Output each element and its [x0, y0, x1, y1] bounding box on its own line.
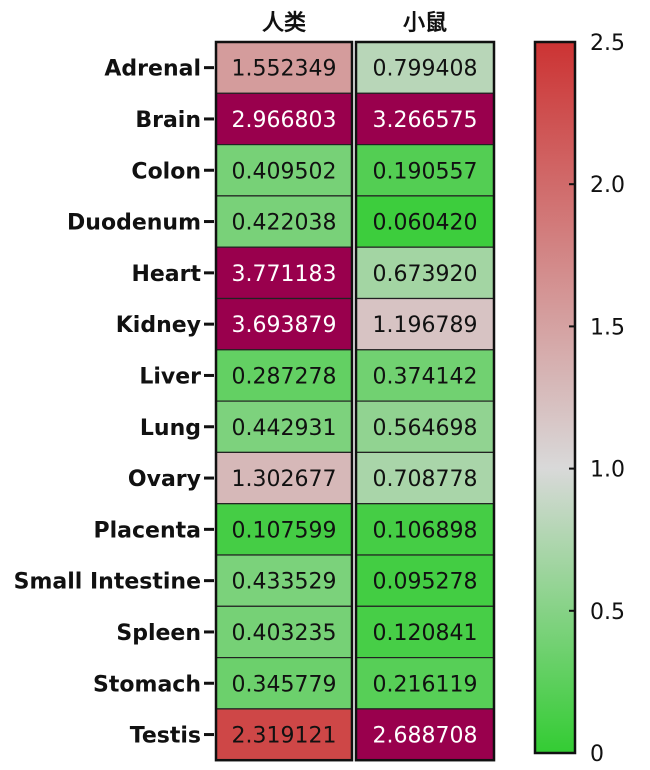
row-label: Heart [131, 262, 201, 287]
heatmap-cell [355, 144, 495, 197]
color-scale-tick-label: 0 [590, 742, 604, 767]
cell-value: 0.287278 [232, 364, 337, 389]
row-label: Stomach [93, 672, 201, 697]
cell-value: 2.319121 [232, 724, 337, 749]
color-scale-gradient [533, 40, 577, 755]
cell-value: 0.433529 [232, 570, 337, 595]
row-label: Liver [139, 364, 201, 389]
cell-value: 0.095278 [373, 570, 478, 595]
cell-value: 0.107599 [232, 518, 337, 543]
cell-value: 0.442931 [232, 416, 337, 441]
cell-value: 0.345779 [232, 672, 337, 697]
color-scale-tick-label: 0.5 [590, 600, 625, 625]
heatmap-cell [215, 297, 353, 351]
heatmap-cell [355, 656, 495, 710]
cell-value: 0.060420 [373, 211, 478, 236]
cell-value: 3.266575 [373, 108, 478, 133]
cell-value: 0.403235 [232, 621, 337, 646]
heatmap-frames [214, 40, 496, 762]
heatmap-cell [215, 708, 353, 761]
heatmap-cell [215, 554, 353, 607]
cell-value: 0.120841 [373, 621, 478, 646]
cell-value: 0.673920 [373, 262, 478, 287]
row-labels: Adrenal Brain Colon Duodenum Heart Kidney Live… [14, 57, 214, 749]
heatmap-cell [215, 349, 353, 402]
heatmap-cell [355, 92, 495, 146]
row-label: Small Intestine [14, 570, 201, 595]
color-scale-tick-label: 1.0 [590, 458, 625, 483]
cell-value: 0.799408 [373, 57, 478, 82]
cell-value: 0.564698 [373, 416, 478, 441]
cell-value: 3.693879 [232, 313, 337, 338]
heatmap-cell [215, 451, 353, 505]
row-label: Placenta [94, 518, 202, 543]
row-label: Spleen [116, 621, 201, 646]
row-label: Duodenum [67, 211, 201, 236]
heatmap-cell [215, 195, 353, 248]
row-label: Lung [140, 416, 201, 441]
cell-value: 0.422038 [232, 211, 337, 236]
color-scale-tick-label: 2.0 [590, 173, 625, 198]
cell-value: 2.966803 [232, 108, 337, 133]
heatmap-cell [355, 708, 495, 761]
heatmap-cell [355, 400, 495, 454]
row-label: Colon [131, 159, 201, 184]
heatmap-cell [355, 297, 495, 351]
cell-value: 0.106898 [373, 518, 478, 543]
row-label: Kidney [116, 313, 201, 338]
color-scale-tick-label: 2.5 [590, 31, 625, 56]
cell-value: 3.771183 [232, 262, 337, 287]
cell-value: 1.196789 [373, 313, 478, 338]
column-header: 人类 [262, 11, 307, 36]
heatmap-cell [355, 195, 495, 248]
heatmap-cell [215, 400, 353, 454]
column-frame [214, 40, 354, 762]
cell-value: 0.190557 [373, 159, 478, 184]
cell-value: 2.688708 [373, 724, 478, 749]
color-scale-bar: 0 0.5 1.0 1.5 2.0 2.5 [533, 31, 625, 767]
heatmap-cell [355, 554, 495, 607]
cell-value: 0.409502 [232, 159, 337, 184]
row-label: Brain [135, 108, 201, 133]
column-frame [354, 40, 496, 762]
cell-value: 1.552349 [232, 57, 337, 82]
cell-value: 0.708778 [373, 467, 478, 492]
cell-value: 1.302677 [232, 467, 337, 492]
cell-value: 0.216119 [373, 672, 478, 697]
column-headers: 人类 小鼠 [262, 11, 447, 36]
heatmap-cell [215, 605, 353, 659]
row-label: Ovary [128, 467, 201, 492]
heatmap-cell [215, 92, 353, 146]
row-label: Testis [130, 724, 201, 749]
row-label: Adrenal [104, 57, 201, 82]
color-scale-tick-label: 1.5 [590, 315, 625, 340]
heatmap-cell [215, 656, 353, 710]
column-header: 小鼠 [403, 11, 447, 36]
cell-value: 0.374142 [373, 364, 478, 389]
heatmap-cells: 1.552349 0.799408 2.966803 3.266575 0.409502… [215, 41, 495, 761]
